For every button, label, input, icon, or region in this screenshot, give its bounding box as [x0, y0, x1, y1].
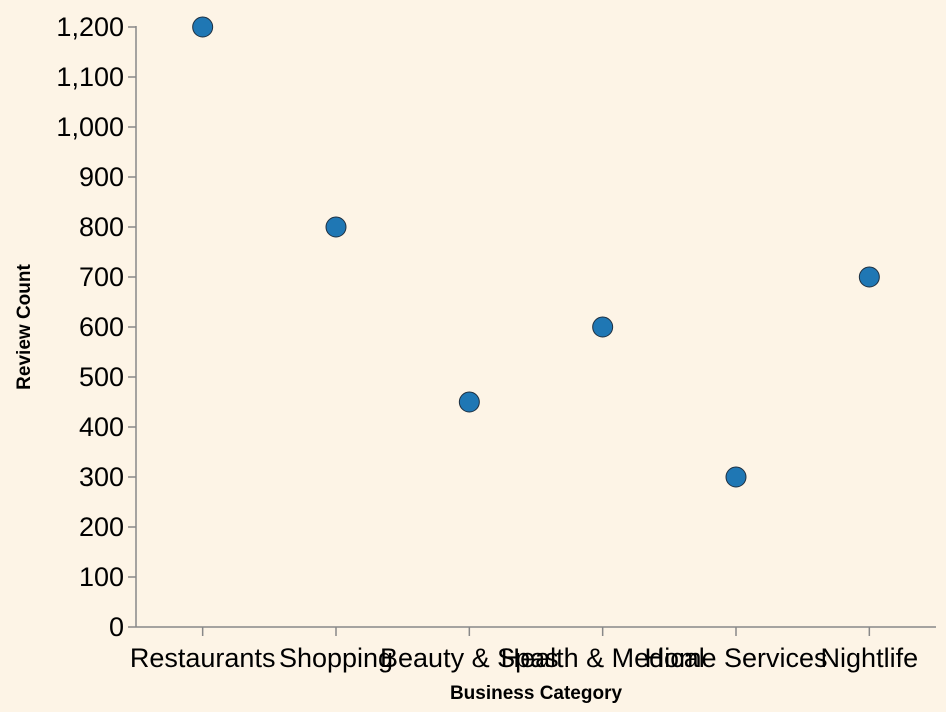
- x-tick-label: Restaurants: [130, 643, 276, 673]
- y-tick-label: 100: [79, 562, 124, 592]
- data-point: [592, 316, 614, 338]
- x-tick-label: Health & Medical: [501, 643, 705, 673]
- y-tick-label: 200: [79, 512, 124, 542]
- x-tick-label: Shopping: [279, 643, 393, 673]
- y-tick-label: 1,100: [56, 62, 124, 92]
- data-point: [325, 216, 347, 238]
- y-tick-label: 900: [79, 162, 124, 192]
- data-point: [858, 266, 880, 288]
- x-axis-title: Business Category: [450, 683, 623, 704]
- y-axis: 0 100 200 300 400 500 600 700 800 900 1,000 1,100 1,…: [56, 12, 137, 642]
- x-tick-label: Home Services: [644, 643, 827, 673]
- data-point: [192, 16, 214, 38]
- y-tick-label: 500: [79, 362, 124, 392]
- data-points: [192, 16, 880, 488]
- y-tick-label: 300: [79, 462, 124, 492]
- x-tick-label: Nightlife: [821, 643, 919, 673]
- y-axis-title: Review Count: [14, 264, 35, 390]
- data-point: [458, 391, 480, 413]
- y-tick-label: 1,200: [56, 12, 124, 42]
- y-tick-label: 1,000: [56, 112, 124, 142]
- y-tick-label: 0: [109, 612, 124, 642]
- x-tick-label: Beauty & Spas: [380, 643, 559, 673]
- y-tick-label: 600: [79, 312, 124, 342]
- y-tick-label: 400: [79, 412, 124, 442]
- y-tick-label: 700: [79, 262, 124, 292]
- y-tick-label: 800: [79, 212, 124, 242]
- data-point: [725, 466, 747, 488]
